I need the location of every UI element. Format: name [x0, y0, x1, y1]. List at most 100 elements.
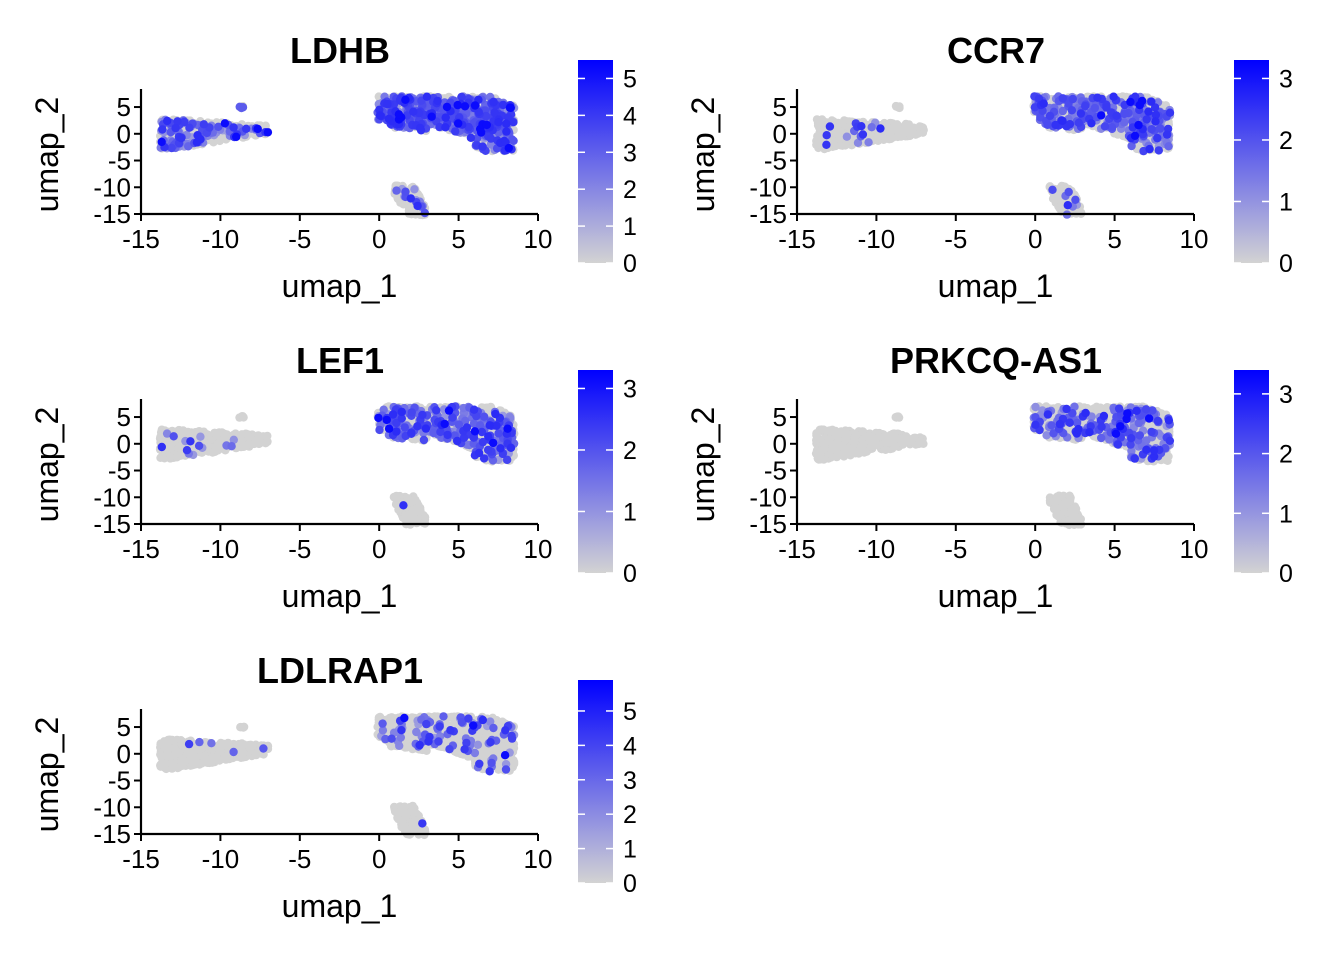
data-point [397, 407, 406, 417]
data-point [256, 438, 266, 447]
data-point [833, 125, 842, 134]
data-point [1126, 97, 1135, 107]
data-point [1147, 97, 1156, 106]
data-point [1090, 103, 1099, 113]
x-axis-title: umap_1 [282, 578, 398, 614]
data-point [232, 132, 241, 141]
data-point [842, 132, 852, 141]
legend-tick-label: 3 [1279, 65, 1293, 93]
legend-tick-label: 0 [1279, 250, 1293, 278]
data-point [443, 430, 452, 440]
data-point [901, 119, 911, 129]
y-tick-label: 0 [117, 119, 131, 149]
panel-title: LEF1 [296, 340, 384, 381]
data-point [412, 504, 421, 513]
scatter-points [811, 402, 1175, 530]
y-tick-label: 5 [117, 402, 131, 432]
data-point [502, 127, 511, 136]
data-point [420, 513, 430, 522]
x-axis-title: umap_1 [938, 268, 1054, 304]
data-point [419, 435, 429, 445]
y-tick-label: -10 [93, 172, 131, 202]
data-point [469, 405, 479, 414]
data-point [462, 423, 472, 432]
data-point [253, 124, 262, 134]
data-point [178, 428, 188, 437]
data-point [1153, 133, 1162, 143]
data-point [1102, 103, 1111, 112]
data-point [813, 140, 822, 149]
data-point [1151, 117, 1160, 126]
data-point [1087, 119, 1096, 128]
data-point [382, 415, 391, 425]
data-point [388, 410, 398, 419]
scatter-points [156, 92, 519, 220]
data-point [1162, 130, 1172, 139]
data-point [858, 130, 868, 139]
data-point [496, 444, 505, 453]
legend-tick-label: 3 [623, 139, 637, 167]
panel-prkcq-as1: PRKCQ-AS1 -15 -10 -5 0 5 10-15-10-505umap_1um… [685, 340, 1293, 614]
x-tick-label: -10 [202, 534, 240, 564]
data-point [478, 142, 487, 151]
data-point [421, 424, 431, 433]
data-point [157, 137, 166, 147]
data-point [163, 116, 172, 126]
data-point [825, 122, 835, 131]
data-point [1109, 92, 1118, 101]
data-point [167, 143, 176, 153]
legend-tick-label: 2 [1279, 127, 1293, 155]
data-point [440, 419, 449, 429]
data-point [1071, 195, 1080, 204]
panel-title: PRKCQ-AS1 [890, 340, 1102, 381]
x-tick-label: 5 [451, 534, 465, 564]
data-point [891, 101, 901, 111]
data-point [1068, 94, 1077, 104]
data-point [1134, 120, 1143, 130]
data-point [1043, 120, 1052, 129]
data-point [406, 202, 416, 212]
legend-colorbar [578, 370, 613, 573]
x-tick-label: 10 [1180, 224, 1209, 254]
data-point [384, 114, 394, 124]
data-point [375, 425, 384, 435]
x-tick-label: 5 [1107, 224, 1121, 254]
data-point [1058, 116, 1067, 126]
data-point [876, 124, 885, 133]
data-point [217, 428, 227, 437]
data-point [375, 111, 385, 120]
data-point [413, 201, 422, 211]
data-point [406, 194, 415, 203]
data-point [864, 138, 873, 147]
data-point [509, 118, 518, 127]
data-point [867, 123, 876, 132]
data-point [172, 453, 182, 462]
y-tick-label: 5 [117, 92, 131, 122]
data-point [491, 409, 500, 419]
panel-title: LDHB [290, 30, 390, 71]
data-point [196, 432, 205, 441]
data-point [1081, 101, 1090, 111]
data-point [1154, 146, 1163, 155]
data-point [407, 408, 416, 417]
y-axis-title: umap_2 [685, 97, 721, 213]
data-point [1097, 111, 1106, 120]
data-point [171, 123, 180, 133]
y-tick-label: -15 [749, 199, 787, 229]
x-tick-label: 0 [372, 534, 386, 564]
x-tick-label: 0 [1028, 224, 1042, 254]
x-tick-label: -10 [202, 224, 240, 254]
legend-tick-label: 1 [623, 213, 637, 241]
legend-tick-label: 0 [623, 560, 637, 588]
data-point [1045, 111, 1055, 121]
data-point [915, 122, 924, 131]
data-point [157, 442, 166, 452]
data-point [158, 125, 167, 134]
x-tick-label: -10 [858, 224, 896, 254]
data-point [1058, 94, 1067, 103]
data-point [822, 140, 831, 149]
panel-ldhb: LDHB -15 -10 -5 0 5 10-15-10-505umap_1umap_20… [29, 30, 637, 304]
legend-tick-label: 0 [623, 250, 637, 278]
data-point [453, 436, 462, 446]
